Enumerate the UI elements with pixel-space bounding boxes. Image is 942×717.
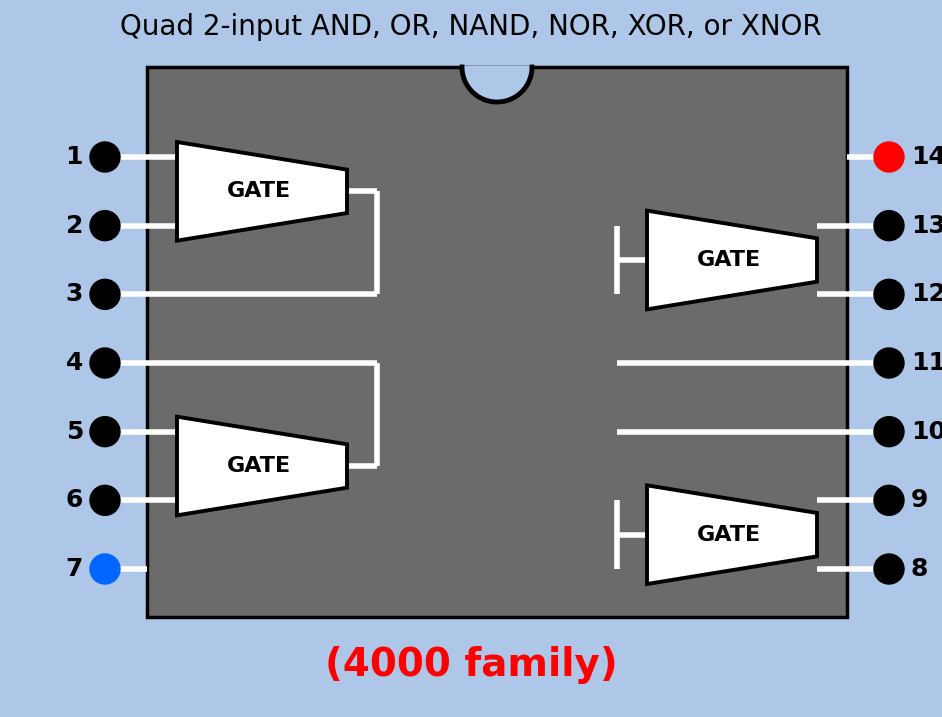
Circle shape [90, 554, 120, 584]
Polygon shape [177, 417, 347, 516]
Circle shape [90, 142, 120, 172]
Text: 14: 14 [911, 145, 942, 169]
Text: 4: 4 [66, 351, 83, 375]
Text: (4000 family): (4000 family) [325, 646, 617, 684]
Text: 13: 13 [911, 214, 942, 237]
Circle shape [90, 280, 120, 309]
Text: GATE: GATE [696, 525, 760, 545]
Circle shape [874, 485, 904, 516]
Text: 7: 7 [66, 557, 83, 581]
Text: 8: 8 [911, 557, 929, 581]
Circle shape [874, 348, 904, 378]
Polygon shape [177, 142, 347, 241]
Text: GATE: GATE [696, 250, 760, 270]
Circle shape [874, 554, 904, 584]
Text: 2: 2 [66, 214, 83, 237]
Circle shape [874, 211, 904, 241]
Circle shape [90, 211, 120, 241]
Circle shape [874, 142, 904, 172]
Text: 11: 11 [911, 351, 942, 375]
Circle shape [874, 417, 904, 447]
Polygon shape [647, 485, 817, 584]
Text: 5: 5 [66, 419, 83, 444]
Text: GATE: GATE [226, 456, 291, 476]
Circle shape [90, 348, 120, 378]
Polygon shape [462, 67, 532, 102]
Text: 1: 1 [66, 145, 83, 169]
Text: GATE: GATE [226, 181, 291, 201]
Circle shape [90, 485, 120, 516]
Text: Quad 2-input AND, OR, NAND, NOR, XOR, or XNOR: Quad 2-input AND, OR, NAND, NOR, XOR, or… [121, 13, 821, 41]
Text: 12: 12 [911, 282, 942, 306]
Text: 10: 10 [911, 419, 942, 444]
Polygon shape [647, 211, 817, 309]
Text: 3: 3 [66, 282, 83, 306]
Text: 6: 6 [66, 488, 83, 513]
Bar [147, 67, 847, 617]
Circle shape [90, 417, 120, 447]
Circle shape [874, 280, 904, 309]
Text: 9: 9 [911, 488, 929, 513]
